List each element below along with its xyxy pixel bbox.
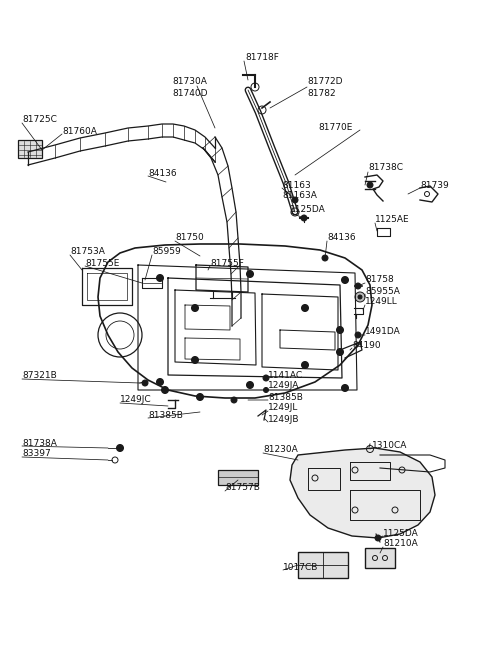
Text: 81730A: 81730A	[172, 77, 207, 86]
Text: 81718F: 81718F	[245, 54, 279, 62]
Bar	[18, 140, 42, 158]
Text: 1017CB: 1017CB	[283, 563, 318, 572]
Circle shape	[192, 356, 199, 364]
Polygon shape	[365, 548, 395, 568]
Text: 1125DA: 1125DA	[290, 206, 326, 214]
Circle shape	[231, 397, 237, 403]
Text: 81758: 81758	[365, 276, 394, 284]
Text: 81738C: 81738C	[368, 164, 403, 172]
Text: 85955A: 85955A	[365, 286, 400, 295]
Text: 1249JC: 1249JC	[120, 396, 152, 405]
Circle shape	[301, 305, 309, 312]
Circle shape	[336, 326, 344, 333]
Text: 81760A: 81760A	[62, 126, 97, 136]
Text: 85959: 85959	[152, 248, 181, 257]
Circle shape	[301, 362, 309, 369]
Text: 84136: 84136	[148, 168, 177, 178]
Circle shape	[264, 388, 268, 392]
Circle shape	[263, 375, 269, 381]
Text: 84136: 84136	[327, 233, 356, 242]
Circle shape	[161, 386, 168, 394]
Text: 87321B: 87321B	[22, 371, 57, 381]
Text: 1125AE: 1125AE	[375, 215, 409, 225]
Text: 81755F: 81755F	[210, 259, 244, 267]
Text: 1141AC: 1141AC	[268, 371, 303, 379]
Text: 81753A: 81753A	[70, 248, 105, 257]
Circle shape	[336, 348, 344, 356]
Text: 1249JA: 1249JA	[268, 381, 300, 390]
Text: 81740D: 81740D	[172, 88, 207, 98]
Circle shape	[367, 182, 373, 188]
Text: 81782: 81782	[307, 88, 336, 98]
Text: 81163: 81163	[282, 181, 311, 189]
Text: 81770E: 81770E	[318, 122, 352, 132]
Circle shape	[355, 332, 361, 338]
Text: 81757B: 81757B	[225, 483, 260, 493]
Text: 81739: 81739	[420, 181, 449, 189]
Text: 1491DA: 1491DA	[365, 328, 401, 337]
Circle shape	[341, 384, 348, 392]
Circle shape	[358, 295, 362, 299]
Circle shape	[156, 274, 164, 282]
Circle shape	[247, 381, 253, 388]
Text: 81163A: 81163A	[282, 191, 317, 200]
Text: 81230A: 81230A	[263, 445, 298, 455]
Text: 81738A: 81738A	[22, 438, 57, 447]
Circle shape	[247, 271, 253, 278]
Text: 81385B: 81385B	[268, 392, 303, 402]
Text: 81385B: 81385B	[148, 411, 183, 419]
Circle shape	[322, 255, 328, 261]
Circle shape	[117, 445, 123, 451]
Text: 81210A: 81210A	[383, 540, 418, 548]
Text: 1125DA: 1125DA	[383, 529, 419, 538]
Polygon shape	[218, 470, 258, 485]
Circle shape	[341, 276, 348, 284]
Text: 81725C: 81725C	[22, 115, 57, 124]
Text: 1310CA: 1310CA	[372, 441, 408, 449]
Text: 1249LL: 1249LL	[365, 297, 398, 307]
Circle shape	[375, 535, 381, 541]
Circle shape	[192, 305, 199, 312]
Text: 81750: 81750	[175, 233, 204, 242]
Circle shape	[196, 394, 204, 400]
Text: 81755E: 81755E	[85, 259, 120, 267]
Polygon shape	[298, 552, 348, 578]
Circle shape	[355, 283, 361, 289]
Text: 81772D: 81772D	[307, 77, 343, 86]
Circle shape	[355, 292, 365, 302]
Circle shape	[142, 380, 148, 386]
Circle shape	[156, 379, 164, 386]
Text: 84190: 84190	[352, 341, 381, 350]
Circle shape	[292, 197, 298, 203]
Text: 1249JL: 1249JL	[268, 403, 299, 413]
Text: 83397: 83397	[22, 449, 51, 458]
Polygon shape	[290, 448, 435, 538]
Circle shape	[301, 215, 307, 221]
Text: 1249JB: 1249JB	[268, 415, 300, 424]
